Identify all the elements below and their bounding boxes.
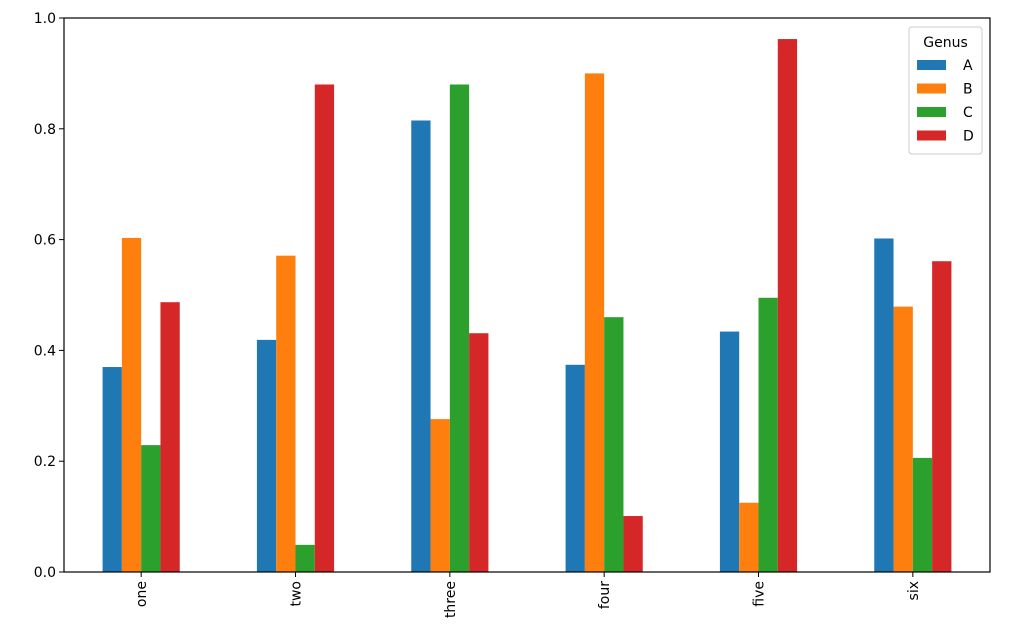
bar-five-C (758, 297, 778, 572)
x-tick-label-four: four (597, 581, 613, 609)
y-tick-label: 0.6 (34, 233, 56, 249)
x-tick-label-two: two (289, 581, 305, 607)
legend-label-D: D (963, 129, 974, 145)
y-tick-label: 1.0 (34, 11, 56, 27)
bar-three-A (411, 120, 431, 573)
bar-one-A (102, 367, 122, 572)
bar-six-A (874, 238, 894, 572)
bar-three-B (430, 419, 450, 572)
bar-one-C (141, 445, 161, 572)
bar-one-D (160, 302, 180, 572)
y-tick-label: 0.2 (34, 454, 56, 470)
bar-three-D (469, 333, 489, 572)
bar-five-B (739, 502, 759, 572)
plot-area-frame (63, 17, 991, 573)
bar-four-B (584, 73, 605, 573)
bar-one-B (121, 237, 142, 573)
y-tick-label: 0.4 (34, 343, 56, 359)
bar-two-D (314, 84, 335, 572)
x-tick-label-six: six (906, 581, 922, 600)
legend-swatch-A (917, 60, 946, 70)
bar-four-D (623, 516, 643, 572)
bar-two-A (256, 339, 277, 572)
legend-swatch-D (917, 130, 946, 141)
bar-two-C (295, 544, 315, 572)
bar-five-D (777, 39, 798, 572)
bar-four-C (604, 317, 624, 572)
x-tick-label-three: three (443, 581, 459, 618)
legend-swatch-C (917, 107, 946, 117)
legend-title: Genus (923, 35, 968, 51)
legend-label-C: C (963, 105, 973, 121)
bar-six-D (932, 261, 952, 572)
legend-label-A: A (963, 58, 973, 74)
bars-layer (102, 39, 952, 573)
bar-six-C (912, 457, 933, 572)
bar-four-A (565, 364, 585, 572)
legend-label-B: B (963, 82, 973, 98)
x-tick-label-five: five (752, 581, 768, 607)
x-tick-label-one: one (134, 581, 150, 607)
bar-six-B (893, 306, 913, 572)
y-tick-label: 0.0 (34, 565, 56, 581)
y-tick-label: 0.8 (34, 122, 56, 138)
bar-two-B (276, 255, 296, 572)
bar-five-A (719, 331, 740, 572)
legend-swatch-B (917, 83, 946, 94)
x-axis: one two three four five six (134, 572, 922, 618)
bar-three-C (449, 84, 470, 572)
y-axis: 0.0 0.2 0.4 0.6 0.8 1.0 (34, 11, 64, 581)
